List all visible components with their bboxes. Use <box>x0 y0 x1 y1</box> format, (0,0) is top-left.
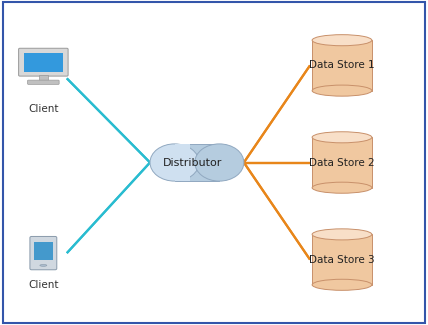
FancyBboxPatch shape <box>24 53 62 72</box>
FancyBboxPatch shape <box>175 144 190 181</box>
Ellipse shape <box>40 265 47 266</box>
Ellipse shape <box>312 132 372 143</box>
FancyBboxPatch shape <box>34 242 53 260</box>
Ellipse shape <box>195 144 244 181</box>
FancyBboxPatch shape <box>312 137 372 188</box>
Text: Client: Client <box>28 280 59 290</box>
FancyBboxPatch shape <box>30 237 57 270</box>
Ellipse shape <box>312 85 372 96</box>
Text: Client: Client <box>28 104 59 114</box>
FancyBboxPatch shape <box>27 80 59 85</box>
Text: Data Store 2: Data Store 2 <box>309 158 375 167</box>
FancyBboxPatch shape <box>312 234 372 285</box>
Ellipse shape <box>312 279 372 290</box>
FancyBboxPatch shape <box>39 75 48 81</box>
Ellipse shape <box>312 35 372 46</box>
Ellipse shape <box>312 229 372 240</box>
Ellipse shape <box>150 144 199 181</box>
Text: Distributor: Distributor <box>163 158 223 167</box>
Text: Data Store 1: Data Store 1 <box>309 60 375 71</box>
Text: Data Store 3: Data Store 3 <box>309 254 375 265</box>
Ellipse shape <box>312 182 372 193</box>
FancyBboxPatch shape <box>175 144 219 181</box>
FancyBboxPatch shape <box>18 48 68 76</box>
FancyBboxPatch shape <box>312 40 372 91</box>
